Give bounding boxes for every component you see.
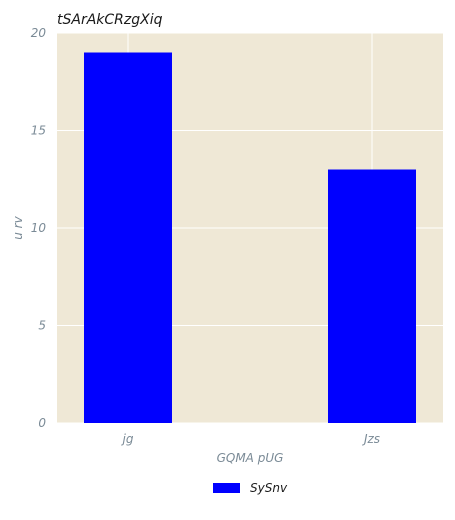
x-tick-label: jg bbox=[121, 432, 134, 446]
y-axis-label: u rv bbox=[11, 215, 25, 239]
x-tick-label: Jzs bbox=[362, 432, 380, 446]
x-axis-ticks: jg Jzs bbox=[121, 432, 381, 446]
y-tick-label: 0 bbox=[38, 416, 46, 430]
y-axis-ticks: 0 5 10 15 20 bbox=[31, 26, 47, 430]
x-axis-label: GQMA pUG bbox=[217, 451, 284, 465]
legend-label: SySnv bbox=[250, 481, 288, 495]
bar bbox=[328, 169, 416, 423]
y-tick-label: 5 bbox=[38, 319, 46, 333]
y-tick-label: 10 bbox=[31, 221, 47, 235]
bars bbox=[84, 52, 416, 423]
y-tick-label: 15 bbox=[31, 124, 46, 138]
bar bbox=[84, 52, 172, 423]
legend-swatch bbox=[213, 483, 240, 493]
y-tick-label: 20 bbox=[31, 26, 47, 40]
chart-title: tSArAkCRzgXiq bbox=[57, 12, 163, 28]
legend: SySnv bbox=[213, 481, 288, 495]
